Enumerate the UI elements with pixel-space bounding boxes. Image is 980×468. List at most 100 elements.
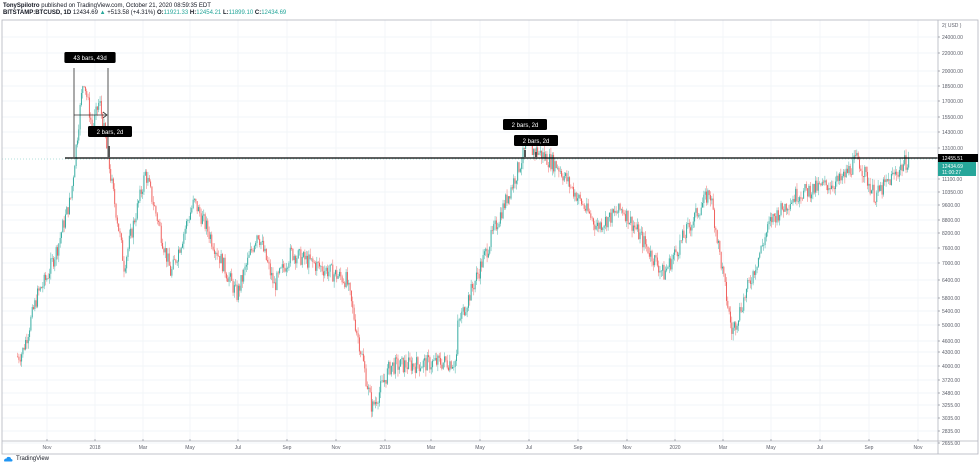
time-axis-label: 2019 bbox=[379, 445, 390, 451]
candle-body bbox=[868, 183, 870, 186]
candle-body bbox=[26, 339, 28, 344]
candle-body bbox=[543, 152, 545, 159]
candle-body bbox=[21, 354, 23, 362]
candle-body bbox=[122, 240, 124, 261]
candle-body bbox=[615, 210, 617, 214]
candle-body bbox=[406, 367, 408, 369]
candle-body bbox=[557, 167, 559, 169]
candle-body bbox=[90, 117, 92, 120]
candle-body bbox=[783, 209, 785, 212]
candle-body bbox=[690, 227, 692, 231]
candle-body bbox=[188, 219, 190, 221]
measure-label[interactable] bbox=[503, 119, 547, 130]
candle-body bbox=[517, 162, 519, 181]
candle-body bbox=[430, 367, 432, 370]
candle-body bbox=[607, 217, 609, 228]
candle-body bbox=[845, 168, 847, 178]
candle-body bbox=[49, 273, 51, 279]
candle-body bbox=[144, 171, 146, 176]
candle-body bbox=[417, 357, 419, 365]
candle-body bbox=[599, 222, 601, 229]
candle-body bbox=[216, 252, 218, 256]
price-axis-label: 8200.00 bbox=[942, 231, 960, 237]
candle-body bbox=[281, 264, 283, 268]
candle-body bbox=[567, 177, 569, 182]
candle-body bbox=[207, 220, 209, 232]
candle-body bbox=[732, 327, 734, 334]
candle-body bbox=[255, 242, 257, 246]
candle-body bbox=[78, 129, 80, 141]
candle-body bbox=[372, 401, 374, 412]
price-axis-label: 9600.00 bbox=[942, 203, 960, 209]
candle-body bbox=[574, 192, 576, 197]
candle-body bbox=[393, 362, 395, 374]
publish-text: published on TradingView.com, October 21… bbox=[41, 3, 211, 9]
candle-body bbox=[825, 180, 827, 186]
candle-body bbox=[203, 214, 205, 216]
candle-body bbox=[174, 259, 176, 261]
candle-body bbox=[114, 188, 116, 204]
price-chart[interactable]: 43 bars, 43d 2 bars, 2d 2 bars, 2d 2 bars, … bbox=[0, 0, 980, 456]
candle-body bbox=[756, 266, 758, 271]
candle-body bbox=[711, 198, 713, 201]
change-value: +513.58 (+4.31%) bbox=[107, 10, 156, 16]
candle-body bbox=[155, 206, 157, 214]
candle-body bbox=[598, 222, 600, 229]
candle-body bbox=[749, 280, 751, 284]
candle-body bbox=[54, 259, 56, 267]
candle-body bbox=[549, 154, 551, 168]
candle-body bbox=[577, 198, 579, 201]
candle-body bbox=[505, 194, 507, 209]
candle-body bbox=[47, 278, 49, 279]
candle-body bbox=[748, 279, 750, 281]
candle-body bbox=[553, 154, 555, 172]
candle-body bbox=[336, 270, 338, 279]
measure-label[interactable] bbox=[64, 52, 116, 63]
candle-body bbox=[507, 196, 509, 204]
price-axis-label: 11100.00 bbox=[942, 177, 962, 183]
candle-body bbox=[308, 254, 310, 268]
candle-body bbox=[225, 273, 227, 279]
candle-body bbox=[239, 285, 241, 291]
candle-body bbox=[631, 216, 633, 231]
candle-body bbox=[18, 356, 20, 360]
candle-body bbox=[267, 259, 269, 262]
candle-body bbox=[716, 230, 718, 243]
candle-body bbox=[849, 165, 851, 175]
candle-body bbox=[342, 282, 344, 283]
measure-label[interactable] bbox=[514, 135, 558, 146]
candle-body bbox=[486, 248, 488, 258]
candle-body bbox=[725, 281, 727, 301]
candle-body bbox=[42, 286, 44, 289]
candle-body bbox=[183, 233, 185, 244]
candle-body bbox=[58, 243, 60, 256]
candle-body bbox=[554, 161, 556, 172]
candle-body bbox=[739, 307, 741, 321]
candle-body bbox=[405, 360, 407, 368]
candle-body bbox=[702, 203, 704, 208]
candle-body bbox=[376, 401, 378, 404]
candle-body bbox=[110, 169, 112, 181]
candle-body bbox=[596, 222, 598, 226]
measure-label[interactable] bbox=[88, 126, 132, 137]
candle-body bbox=[219, 255, 221, 264]
candle-body bbox=[862, 176, 864, 178]
candle-body bbox=[888, 179, 890, 181]
candle-body bbox=[159, 221, 161, 226]
candle-body bbox=[303, 252, 305, 257]
candle-body bbox=[793, 198, 795, 202]
candle-body bbox=[873, 184, 875, 203]
candle-body bbox=[809, 185, 811, 199]
drawings-layer[interactable]: 43 bars, 43d 2 bars, 2d 2 bars, 2d 2 bars, … bbox=[2, 52, 938, 160]
time-axis-label: Nov bbox=[914, 445, 923, 451]
candle-body bbox=[293, 256, 295, 261]
candle-body bbox=[897, 174, 899, 177]
candle-body bbox=[123, 260, 125, 272]
candle-body bbox=[777, 210, 779, 221]
candle-body bbox=[784, 203, 786, 212]
currency-label[interactable]: 2( USD ) bbox=[942, 23, 962, 29]
candle-body bbox=[424, 358, 426, 361]
candle-body bbox=[84, 86, 86, 92]
price-axis-label: 4000.00 bbox=[942, 364, 960, 370]
candle-body bbox=[733, 322, 735, 328]
